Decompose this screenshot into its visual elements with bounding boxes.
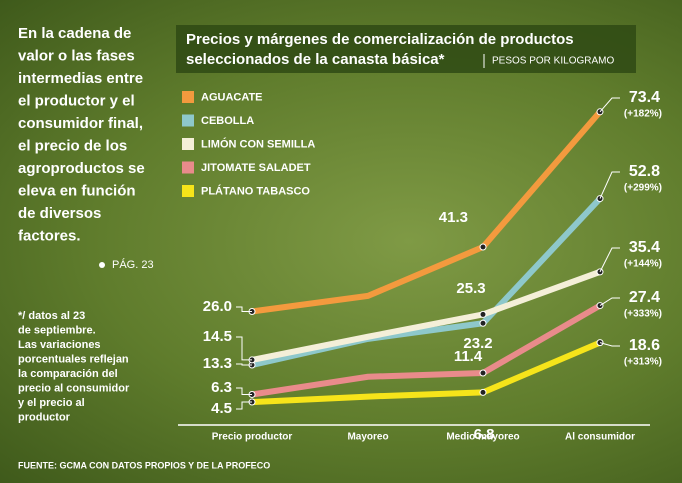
legend-swatch [182, 91, 194, 103]
legend-swatch [182, 115, 194, 127]
page-ref: PÁG. 23 [112, 258, 154, 271]
footnote: */ datos al 23 [18, 310, 85, 322]
value-label: 73.4 [629, 89, 660, 106]
connector [236, 337, 252, 360]
intro-text: En la cadena de [18, 25, 131, 42]
value-label: 11.4 [454, 348, 483, 365]
footnote: y el precio al [18, 397, 85, 409]
intro-text: consumidor final, [18, 115, 143, 132]
footnote: de septiembre. [18, 324, 96, 336]
footnote: la comparación del [18, 368, 118, 380]
value-label: 35.4 [629, 239, 660, 256]
legend-label: CEBOLLA [201, 115, 254, 127]
point [480, 370, 486, 376]
legend-label: LIMÓN CON SEMILLA [201, 137, 315, 150]
legend-swatch [182, 138, 194, 150]
intro-text: agroproductos se [18, 160, 145, 177]
x-tick-label: Precio productor [212, 432, 293, 443]
chart: Precios y márgenes de comercialización d… [0, 0, 682, 483]
infographic: Precios y márgenes de comercialización d… [0, 0, 682, 483]
footnote: porcentuales reflejan [18, 353, 129, 365]
change-label: (+313%) [624, 357, 662, 368]
change-label: (+144%) [624, 259, 662, 270]
change-label: (+182%) [624, 109, 662, 120]
point [480, 244, 486, 250]
value-label: 6.8 [474, 426, 495, 443]
value-label: 6.3 [211, 379, 232, 396]
value-label: 26.0 [203, 298, 232, 315]
series-line [252, 199, 600, 365]
footnote: Las variaciones [18, 339, 101, 351]
chart-title: Precios y márgenes de comercialización d… [186, 31, 574, 48]
series-line [252, 272, 600, 360]
change-label: (+333%) [624, 309, 662, 320]
connector [600, 172, 620, 199]
chart-title-2: seleccionados de la canasta básica* [186, 51, 445, 68]
value-label: 4.5 [211, 400, 232, 417]
intro-text: intermedias entre [18, 70, 143, 87]
value-label: 14.5 [203, 328, 232, 345]
bullet [99, 262, 105, 268]
change-label: (+299%) [624, 183, 662, 194]
intro-text: de diversos [18, 205, 101, 222]
point [480, 320, 486, 326]
source: FUENTE: GCMA CON DATOS PROPIOS Y DE LA P… [18, 460, 270, 470]
x-tick-label: Mayoreo [347, 432, 388, 443]
intro-text: eleva en función [18, 182, 136, 199]
point [480, 389, 486, 395]
legend-label: AGUACATE [201, 91, 263, 103]
footnote: productor [18, 411, 71, 423]
footnote: precio al consumidor [18, 382, 130, 394]
point [480, 311, 486, 317]
connector [600, 248, 620, 272]
legend-swatch [182, 185, 194, 197]
value-label: 27.4 [629, 289, 660, 306]
x-tick-label: Al consumidor [565, 432, 635, 443]
intro-text: valor o las fases [18, 47, 135, 64]
value-label: 25.3 [456, 280, 485, 297]
legend-label: JITOMATE SALADET [201, 162, 311, 174]
chart-subtitle: PESOS POR KILOGRAMO [492, 56, 614, 67]
value-label: 13.3 [203, 355, 232, 372]
intro-text: el productor y el [18, 92, 135, 109]
value-label: 52.8 [629, 163, 660, 180]
legend-swatch [182, 162, 194, 174]
value-label: 18.6 [629, 337, 660, 354]
connector [600, 98, 620, 112]
intro-text: el precio de los [18, 137, 127, 154]
intro-text: factores. [18, 227, 81, 244]
value-label: 41.3 [439, 209, 468, 226]
legend-label: PLÁTANO TABASCO [201, 184, 310, 197]
